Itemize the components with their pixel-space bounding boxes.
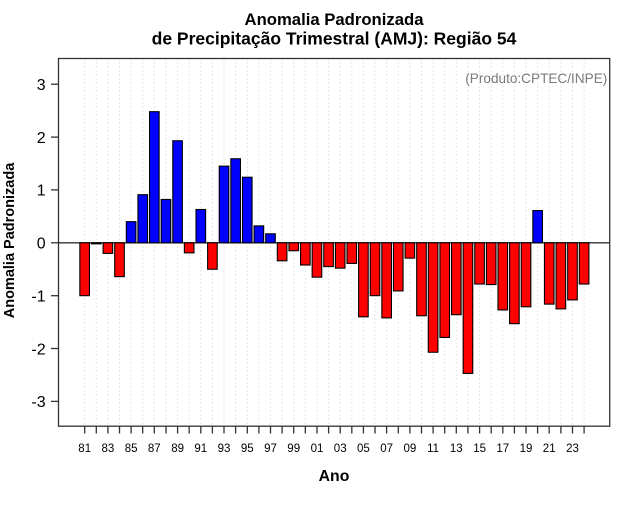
svg-text:09: 09 [404,443,417,455]
svg-text:Anomalia Padronizada: Anomalia Padronizada [245,10,425,29]
svg-text:83: 83 [102,443,115,455]
svg-text:-2: -2 [31,341,45,358]
svg-text:-3: -3 [31,394,45,411]
svg-text:89: 89 [171,443,184,455]
svg-text:(Produto:CPTEC/INPE): (Produto:CPTEC/INPE) [465,71,607,86]
svg-text:07: 07 [380,443,393,455]
svg-text:1: 1 [37,183,46,200]
svg-text:-1: -1 [31,289,45,306]
svg-text:87: 87 [148,443,161,455]
svg-text:97: 97 [264,443,277,455]
svg-text:93: 93 [218,443,231,455]
svg-text:2: 2 [37,130,46,147]
svg-text:21: 21 [543,443,556,455]
svg-text:05: 05 [357,443,370,455]
svg-text:19: 19 [520,443,533,455]
svg-text:91: 91 [194,443,207,455]
svg-text:81: 81 [78,443,91,455]
svg-text:Ano: Ano [319,468,350,485]
svg-text:17: 17 [496,443,509,455]
svg-text:01: 01 [311,443,324,455]
svg-text:85: 85 [125,443,138,455]
svg-text:95: 95 [241,443,254,455]
svg-text:13: 13 [450,443,463,455]
svg-text:15: 15 [473,443,486,455]
svg-text:Anomalia Padronizada: Anomalia Padronizada [2,162,18,318]
svg-text:23: 23 [566,443,579,455]
svg-text:11: 11 [427,443,439,455]
svg-text:3: 3 [37,77,46,94]
svg-text:03: 03 [334,443,347,455]
svg-text:de Precipitação Trimestral (AM: de Precipitação Trimestral (AMJ): Região… [152,28,517,48]
svg-text:99: 99 [287,443,300,455]
svg-text:0: 0 [37,236,46,253]
